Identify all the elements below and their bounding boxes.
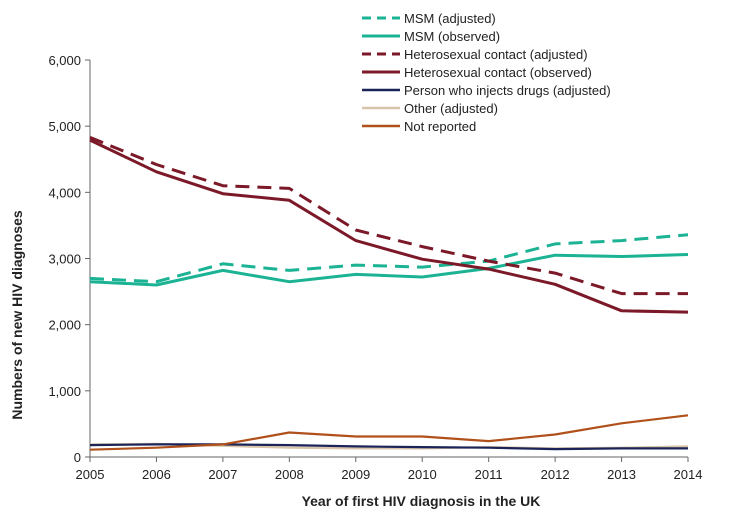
legend-label: Other (adjusted)	[404, 101, 498, 116]
x-tick-label: 2011	[475, 467, 503, 482]
y-tick-label: 3,000	[48, 252, 81, 267]
series-lines	[89, 136, 689, 451]
series-line-msm-observed	[89, 253, 689, 287]
y-tick-label: 6,000	[48, 53, 81, 68]
x-tick-label: 2014	[674, 467, 703, 482]
y-tick-label: 1,000	[48, 384, 81, 399]
series-line-heterosexual-contact-adjusted	[89, 136, 688, 296]
y-tick-label: 5,000	[48, 119, 81, 134]
legend-label: MSM (observed)	[404, 29, 500, 44]
x-tick-label: 2007	[208, 467, 237, 482]
x-tick-label: 2009	[341, 467, 370, 482]
legend: MSM (adjusted) MSM (observed) Heterosexual…	[362, 11, 611, 134]
x-tick-label: 2010	[408, 467, 437, 482]
x-axis-title: Year of first HIV diagnosis in the UK	[302, 493, 541, 509]
x-tick-label: 2006	[142, 467, 171, 482]
series-line-person-who-injects-drugs-adjusted	[89, 443, 688, 451]
y-tick-label: 4,000	[48, 185, 81, 200]
series-line-msm-adjusted	[89, 233, 689, 284]
y-tick-label: 2,000	[48, 318, 81, 333]
x-tick-label: 2013	[607, 467, 636, 482]
series-line-not-reported	[89, 414, 689, 451]
series-line-heterosexual-contact-observed	[89, 138, 689, 314]
x-tick-label: 2012	[541, 467, 570, 482]
y-tick-label: 0	[74, 450, 81, 465]
axes: 0 1,000 2,000 3,000 4,000 5,000 6,000 2005 2006 2…	[48, 53, 702, 482]
legend-label: Heterosexual contact (adjusted)	[404, 47, 588, 62]
legend-label: Person who injects drugs (adjusted)	[404, 83, 611, 98]
y-axis-title: Numbers of new HIV diagnoses	[9, 210, 25, 419]
legend-label: Heterosexual contact (observed)	[404, 65, 592, 80]
x-tick-label: 2008	[275, 467, 304, 482]
legend-label: MSM (adjusted)	[404, 11, 496, 26]
legend-label: Not reported	[404, 119, 476, 134]
x-tick-label: 2005	[76, 467, 105, 482]
